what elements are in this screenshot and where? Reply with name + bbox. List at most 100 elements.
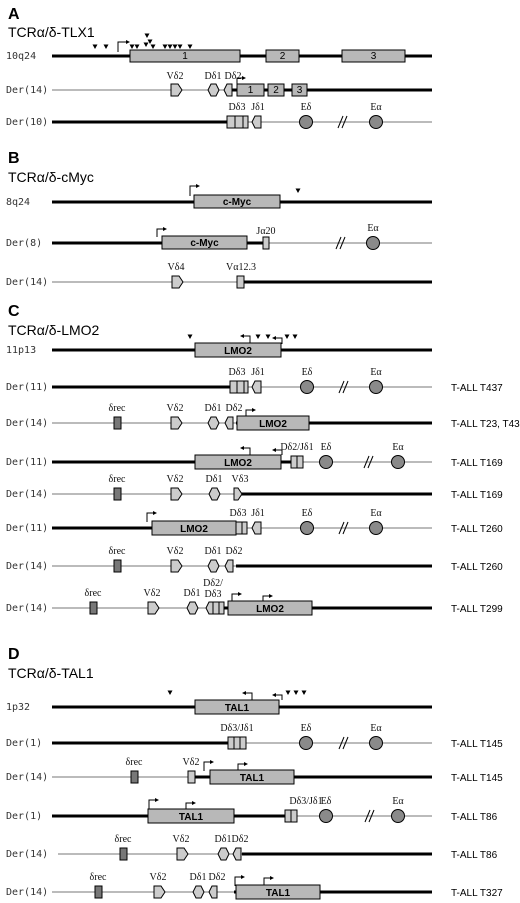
segment-label: Vδ2 [167, 403, 184, 414]
j-segment [251, 115, 262, 129]
enhancer-delta [300, 521, 314, 535]
v-segment [171, 275, 184, 289]
chromosome-row: Der(8) c-Myc Jα20 Eα [6, 223, 432, 250]
chromosome-row: Der(1) TAL1 Dδ3/Jδ1 Eδ Eα T-ALL T86 [6, 796, 498, 824]
row-label: Der(1) [6, 738, 42, 749]
panel-title: TCRα/δ-TLX1 [8, 24, 95, 40]
segment-label: Dδ2 [225, 71, 242, 82]
d-segment [208, 487, 221, 501]
v-segment [233, 487, 243, 501]
d-segment [223, 83, 233, 97]
sample-label: T-ALL T299 [451, 604, 503, 615]
chromosome-row: 8q24 c-Myc [6, 184, 432, 209]
tss-arrow [146, 512, 153, 522]
enhancer-delta [300, 380, 314, 394]
chromosome-row: Der(14) Vδ4 Vα12.3 [6, 262, 432, 289]
row-label: 10q24 [6, 51, 36, 62]
gene-box: LMO2 [194, 342, 282, 358]
row-label: Der(11) [6, 382, 48, 393]
chromosome-row: Der(14) δrec Vδ2 Dδ1 Vδ3 T-ALL T169 [6, 474, 503, 501]
panel-letter: D [8, 646, 20, 663]
exon-1: 1 [236, 83, 265, 97]
chromosome-row: Der(10) Dδ3 Jδ1 Eδ Eα [6, 102, 432, 129]
segment-label: Dδ2 [226, 546, 243, 557]
gene-box: TAL1 [194, 699, 280, 715]
segment-label: Dδ2/Jδ1 [280, 442, 313, 453]
sample-label: T-ALL T86 [451, 812, 498, 823]
segment-label: Eδ [302, 367, 313, 378]
row-label: Der(14) [6, 85, 48, 96]
breakpoint-marker [187, 334, 193, 339]
svg-text:3: 3 [371, 51, 377, 62]
segment-label: Vδ3 [232, 474, 249, 485]
chromosome-row: Der(11) LMO2 Dδ3 Jδ1 Eδ Eα T-ALL T260 [6, 508, 503, 536]
segment-label: Dδ1 [205, 71, 222, 82]
gene-box: TAL1 [235, 884, 321, 900]
chromosome-row: Der(1) Dδ3/Jδ1 Eδ Eα T-ALL T145 [6, 723, 503, 750]
panel-d: D TCRα/δ-TAL1 1p32 TAL1 Der(1) Dδ3/Jδ1 [6, 646, 503, 900]
exon-2: 2 [267, 83, 285, 97]
segment-label: Jα20 [256, 226, 275, 237]
row-label: Der(14) [6, 277, 48, 288]
enhancer-alpha [369, 521, 383, 535]
segment-label: Eδ [302, 508, 313, 519]
segment-label: Eα [370, 723, 382, 734]
svg-text:c-Myc: c-Myc [190, 238, 219, 249]
segment-label: δrec [126, 757, 143, 768]
segment-label: δrec [85, 588, 102, 599]
chromosome-row: Der(14) δrec Vδ2 TAL1 T-ALL T145 [6, 757, 503, 785]
tss-arrow [236, 77, 242, 86]
v-segment [147, 601, 160, 615]
d-segment [217, 847, 230, 861]
chromosome-row: Der(11) Dδ3 Jδ1 Eδ Eα T-ALL T437 [6, 367, 503, 394]
tss-arrow [234, 876, 241, 886]
panel-letter: B [8, 150, 20, 167]
segment-label: Eα [370, 508, 382, 519]
tss-arrow [246, 692, 253, 700]
enhancer-delta [319, 809, 333, 823]
chromosome-row: 1p32 TAL1 [6, 690, 432, 715]
enhancer-alpha [391, 809, 405, 823]
chromosome-row: 10q24 1 2 3 [6, 33, 432, 63]
v-segment [170, 83, 183, 97]
segment-label: Vα12.3 [226, 262, 256, 273]
j-segment [262, 236, 270, 250]
d-segment [224, 559, 234, 573]
tss-arrow [231, 593, 238, 602]
panel-c: C TCRα/δ-LMO2 11p13 LMO2 Der(11) Dδ3 [6, 303, 520, 616]
sample-label: T-ALL T145 [451, 773, 503, 784]
segment-label: Eδ [321, 442, 332, 453]
svg-text:LMO2: LMO2 [224, 346, 252, 357]
sample-label: T-ALL T145 [451, 739, 503, 750]
j-segment [251, 380, 262, 394]
segment-label: Dδ3/Jδ1 [289, 796, 322, 807]
gene-box: TAL1 [209, 769, 295, 785]
d-segment [192, 885, 205, 899]
enhancer-alpha [369, 736, 383, 750]
segment-label: δrec [109, 546, 126, 557]
d-segment [207, 83, 220, 97]
exon-1: 1 [129, 49, 241, 63]
break-mark [363, 455, 374, 469]
gene-box: TAL1 [147, 808, 235, 824]
segment-label: Eδ [301, 102, 312, 113]
tss-arrow [117, 41, 126, 52]
svg-text:1: 1 [182, 51, 188, 62]
svg-text:LMO2: LMO2 [259, 419, 287, 430]
segment-label: Jδ1 [251, 508, 265, 519]
svg-text:LMO2: LMO2 [224, 458, 252, 469]
segment-label: Dδ1 [205, 546, 222, 557]
d-segment [208, 885, 218, 899]
v-segment [153, 885, 166, 899]
row-label: 11p13 [6, 345, 36, 356]
sample-label: T-ALL T23, T437 [451, 419, 520, 430]
j-segment [251, 521, 262, 535]
enhancer-alpha [369, 380, 383, 394]
breakpoint-marker [167, 690, 173, 695]
gene-box: LMO2 [151, 520, 237, 536]
gene-box: LMO2 [227, 600, 313, 616]
break-mark [335, 236, 346, 250]
v-segment [170, 416, 183, 430]
row-label: Der(14) [6, 489, 48, 500]
segment-label: δrec [90, 872, 107, 883]
